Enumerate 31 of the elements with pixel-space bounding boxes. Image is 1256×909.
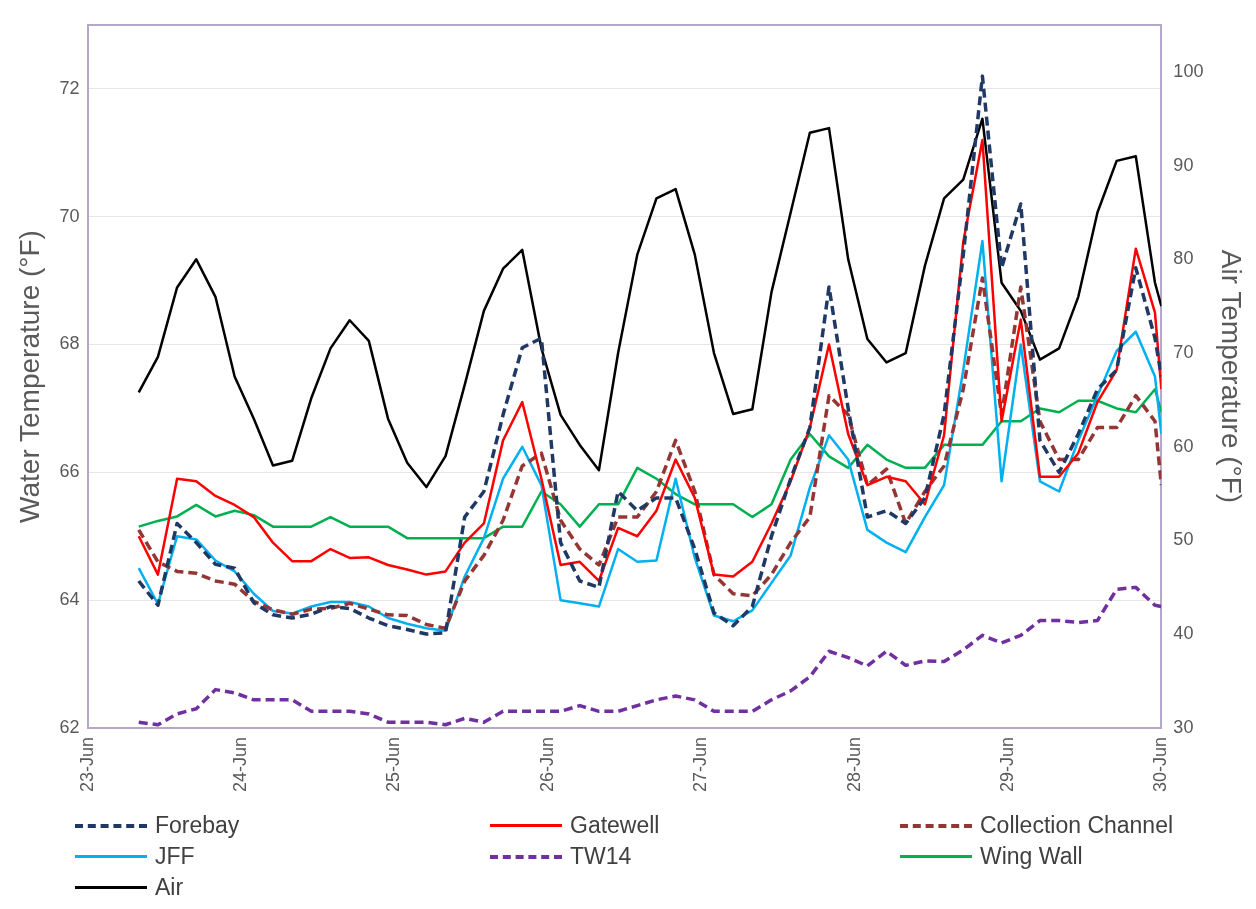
legend-label: Wing Wall [980, 843, 1083, 870]
y2-axis-title: Air Temperature (°F) [1216, 249, 1248, 504]
x-tick-label: 29-Jun [996, 736, 1017, 793]
x-tick-label: 25-Jun [383, 736, 404, 793]
x-tick-label: 26-Jun [536, 736, 557, 793]
x-tick-label: 30-Jun [1150, 736, 1171, 793]
x-tick-label: 28-Jun [843, 736, 864, 793]
x-tick-label: 27-Jun [690, 736, 711, 793]
legend-label: Forebay [155, 812, 240, 839]
y2-tick-label: 90 [1173, 154, 1194, 175]
y-axis-title: Water Temperature (°F) [13, 230, 45, 523]
y-tick-label: 68 [59, 333, 80, 354]
legend-label: Collection Channel [980, 812, 1174, 839]
y2-tick-label: 100 [1173, 60, 1204, 81]
y2-tick-label: 80 [1173, 248, 1194, 269]
y2-tick-label: 40 [1173, 623, 1194, 644]
y-tick-label: 72 [59, 77, 80, 98]
y-tick-label: 64 [59, 589, 80, 610]
legend-label: Air [155, 874, 184, 901]
y-tick-label: 62 [59, 716, 80, 737]
y2-tick-label: 30 [1173, 716, 1194, 737]
x-tick-label: 23-Jun [76, 736, 97, 793]
x-tick-label: 24-Jun [229, 736, 250, 793]
y-tick-label: 70 [59, 205, 80, 226]
legend-label: TW14 [570, 843, 632, 870]
legend-label: JFF [155, 843, 195, 870]
y2-tick-label: 50 [1173, 529, 1194, 550]
y2-tick-label: 70 [1173, 342, 1194, 363]
y-tick-label: 66 [59, 461, 80, 482]
y2-tick-label: 60 [1173, 435, 1194, 456]
legend-label: Gatewell [570, 812, 660, 839]
